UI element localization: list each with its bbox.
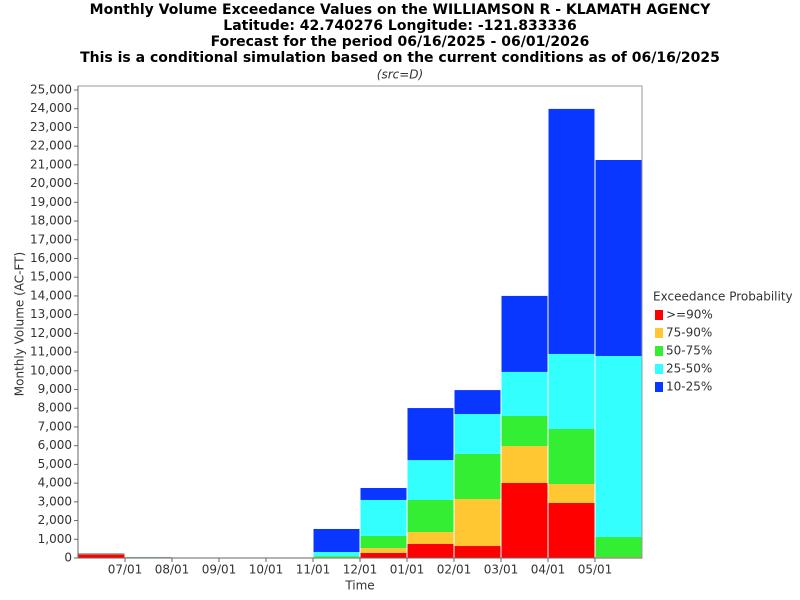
legend-title: Exceedance Probability	[653, 290, 793, 304]
y-tick-label: 14,000	[30, 288, 72, 302]
subtitle: Forecast for the period 06/16/2025 - 06/…	[211, 34, 590, 50]
y-tick-label: 21,000	[30, 157, 72, 171]
bar-segment	[501, 482, 548, 558]
y-tick-label: 17,000	[30, 232, 72, 246]
y-axis-label: Monthly Volume (AC-FT)	[13, 252, 27, 396]
y-tick-label: 13,000	[30, 307, 72, 321]
bar-segment	[548, 353, 595, 430]
bar-segment	[501, 446, 548, 483]
bar-segment	[78, 554, 125, 558]
bar-segment	[548, 108, 595, 354]
y-tick-label: 8,000	[38, 401, 72, 415]
y-tick-label: 22,000	[30, 139, 72, 153]
y-tick-label: 7,000	[38, 419, 72, 433]
x-tick-label: 05/01	[578, 563, 613, 577]
bar-segment	[454, 390, 501, 415]
chart-title: Monthly Volume Exceedance Values on the …	[90, 2, 712, 18]
y-tick-label: 2,000	[38, 513, 72, 527]
x-tick-label: 11/01	[296, 563, 331, 577]
subtitle: Latitude: 42.740276 Longitude: -121.8333…	[223, 18, 576, 34]
bar-segment	[313, 528, 360, 553]
plot-area	[77, 85, 643, 559]
y-tick-label: 15,000	[30, 270, 72, 284]
legend-label: 10-25%	[666, 380, 712, 394]
legend-label: >=90%	[666, 308, 713, 322]
bar-segment	[360, 487, 407, 500]
x-tick-label: 02/01	[437, 563, 472, 577]
y-tick-label: 18,000	[30, 214, 72, 228]
y-tick-label: 16,000	[30, 251, 72, 265]
bar-segment	[454, 546, 501, 558]
subtitle: This is a conditional simulation based o…	[80, 50, 720, 66]
bar-segment	[595, 356, 642, 538]
y-tick-label: 20,000	[30, 176, 72, 190]
x-tick-label: 01/01	[390, 563, 425, 577]
x-tick-label: 10/01	[249, 563, 284, 577]
legend-swatch	[655, 328, 663, 338]
bar-segment	[548, 429, 595, 485]
y-tick-label: 6,000	[38, 438, 72, 452]
x-tick-label: 08/01	[155, 563, 190, 577]
y-tick-label: 5,000	[38, 457, 72, 471]
x-axis-label: Time	[344, 579, 374, 593]
bar-segment	[360, 548, 407, 553]
legend-swatch	[655, 382, 663, 392]
x-tick-label: 12/01	[343, 563, 378, 577]
source-note: (src=D)	[377, 68, 423, 82]
bar-segment	[313, 552, 360, 557]
y-tick-label: 9,000	[38, 382, 72, 396]
bar-segment	[454, 414, 501, 454]
bar-segment	[548, 502, 595, 558]
bar-segment	[313, 556, 360, 558]
bar-segment	[501, 415, 548, 447]
x-tick-label: 07/01	[108, 563, 143, 577]
y-tick-label: 4,000	[38, 476, 72, 490]
y-tick-label: 11,000	[30, 345, 72, 359]
y-tick-label: 19,000	[30, 195, 72, 209]
bar-segment	[454, 499, 501, 547]
y-tick-label: 24,000	[30, 101, 72, 115]
y-tick-label: 0	[64, 551, 72, 565]
y-tick-label: 25,000	[30, 83, 72, 97]
bar-segment	[407, 460, 454, 500]
legend-label: 25-50%	[666, 362, 712, 376]
bar-segment	[360, 552, 407, 558]
y-tick-label: 12,000	[30, 326, 72, 340]
bar-segment	[407, 531, 454, 544]
legend-swatch	[655, 310, 663, 320]
x-tick-label: 04/01	[531, 563, 566, 577]
y-tick-label: 10,000	[30, 363, 72, 377]
legend-swatch	[655, 364, 663, 374]
y-tick-label: 1,000	[38, 532, 72, 546]
bar-segment	[407, 408, 454, 461]
legend-label: 50-75%	[666, 344, 712, 358]
bar-segment	[454, 453, 501, 500]
bar-segment	[501, 295, 548, 372]
bar-segment	[360, 499, 407, 536]
bar-segment	[548, 484, 595, 503]
bar-segment	[595, 160, 642, 357]
bar-segment	[501, 371, 548, 416]
x-tick-label: 09/01	[202, 563, 237, 577]
bar-segment	[360, 535, 407, 549]
y-tick-label: 23,000	[30, 120, 72, 134]
y-tick-label: 3,000	[38, 494, 72, 508]
x-tick-label: 03/01	[484, 563, 519, 577]
legend-swatch	[655, 346, 663, 356]
bar-segment	[407, 543, 454, 558]
bar-segment	[407, 499, 454, 532]
bar-segment	[595, 537, 642, 558]
legend-label: 75-90%	[666, 326, 712, 340]
